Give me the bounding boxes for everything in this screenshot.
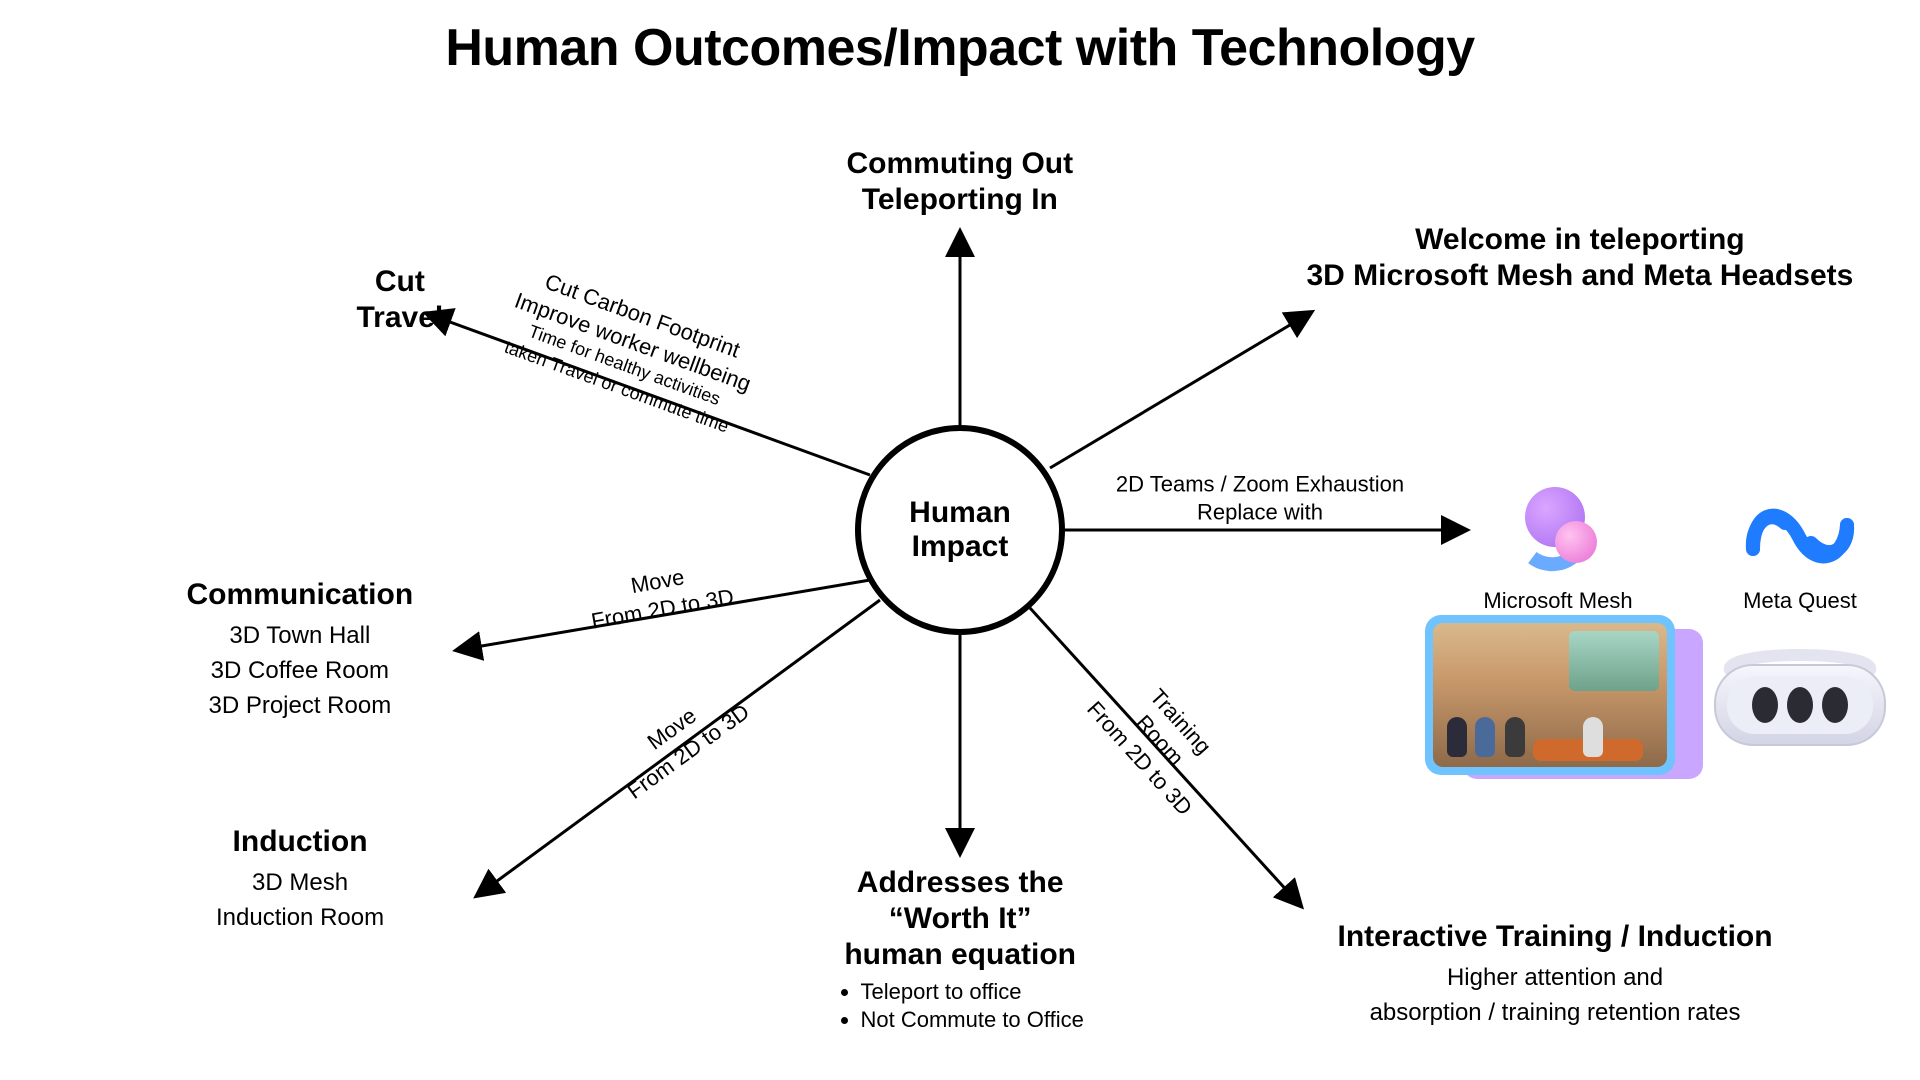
node-heading: Interactive Training / Induction: [1338, 919, 1773, 955]
page-title: Human Outcomes/Impact with Technology: [0, 18, 1920, 78]
mesh-screenshot-icon: [1425, 615, 1685, 785]
spoke-welcome: [1050, 313, 1310, 468]
edge-label-communication: MoveFrom 2D to 3D: [584, 555, 736, 634]
microsoft-mesh-icon: [1515, 487, 1605, 577]
node-induction: Induction 3D MeshInduction Room: [216, 824, 384, 936]
node-cuttravel: CutTravel: [357, 264, 444, 336]
edge-label-cuttravel: Cut Carbon FootprintImprove worker wellb…: [496, 260, 765, 439]
node-worthit: Addresses the“Worth It”human equation Tel…: [837, 865, 1084, 1035]
edge-label-line: 2D Teams / Zoom Exhaustion: [1116, 471, 1404, 499]
node-heading: Welcome in teleporting3D Microsoft Mesh …: [1307, 222, 1854, 294]
meta-quest-headset-icon: [1705, 630, 1895, 760]
node-training: Interactive Training / Induction Higher a…: [1338, 919, 1773, 1031]
node-heading: Induction: [216, 824, 384, 860]
edge-label-exhaustion: 2D Teams / Zoom ExhaustionReplace with: [1116, 471, 1404, 526]
node-bullets: Teleport to officeNot Commute to Office: [837, 979, 1084, 1033]
hub-label: HumanImpact: [909, 496, 1011, 565]
node-heading: Communication: [187, 577, 414, 613]
meta-logo-icon: [1745, 497, 1855, 567]
node-welcome: Welcome in teleporting3D Microsoft Mesh …: [1307, 222, 1854, 294]
bullet-item: Teleport to office: [861, 979, 1084, 1005]
meta-quest-label: Meta Quest: [1710, 588, 1890, 614]
node-sub: 3D MeshInduction Room: [216, 866, 384, 936]
edge-label-training: TrainingRoomFrom 2D to 3D: [1081, 659, 1239, 821]
node-heading: Commuting OutTeleporting In: [847, 146, 1074, 218]
node-communication: Communication 3D Town Hall3D Coffee Room3…: [187, 577, 414, 723]
edge-label-line: Replace with: [1116, 498, 1404, 526]
microsoft-mesh-label: Microsoft Mesh: [1468, 588, 1648, 614]
node-commuting: Commuting OutTeleporting In: [847, 146, 1074, 218]
edge-label-induction: MoveFrom 2D to 3D: [605, 675, 754, 804]
node-heading: Addresses the“Worth It”human equation: [837, 865, 1084, 973]
hub-human-impact: HumanImpact: [855, 425, 1065, 635]
node-sub: 3D Town Hall3D Coffee Room3D Project Roo…: [187, 619, 414, 723]
bullet-item: Not Commute to Office: [861, 1007, 1084, 1033]
node-sub: Higher attention andabsorption / trainin…: [1338, 961, 1773, 1031]
node-heading: CutTravel: [357, 264, 444, 336]
